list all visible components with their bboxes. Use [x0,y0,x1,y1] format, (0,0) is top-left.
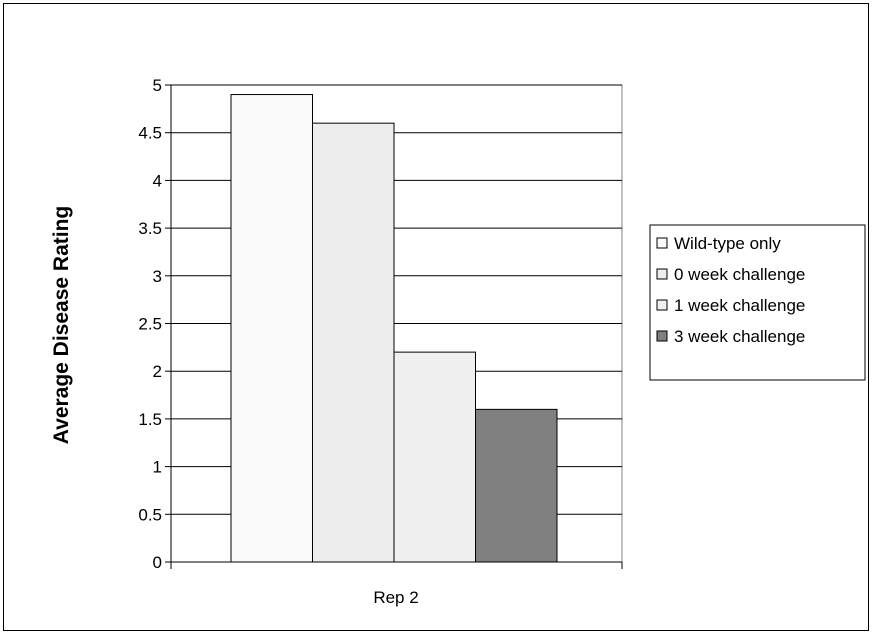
y-tick-label: 1.5 [138,410,162,429]
bar-3 [393,351,476,563]
bar-1 [230,94,313,563]
x-tick-label: Rep 2 [373,588,418,607]
legend-label-4: 3 week challenge [674,327,805,346]
y-tick-label: 4.5 [138,124,162,143]
legend-label-1: Wild-type only [674,234,781,253]
legend-swatch-2 [656,268,668,280]
legend-label-2: 0 week challenge [674,265,805,284]
y-tick-label: 3.5 [138,219,162,238]
legend-label-3: 1 week challenge [674,296,805,315]
y-axis-ticks: 0 0.5 1 1.5 2 2.5 3 3.5 4 4.5 5 [138,76,171,572]
y-tick-label: 0.5 [138,505,162,524]
y-tick-label: 1 [153,458,162,477]
legend-swatch-1 [656,237,668,249]
bar-4 [475,408,558,563]
y-tick-label: 2 [153,362,162,381]
y-axis-label: Average Disease Rating [50,206,73,445]
legend-box [649,224,866,381]
bars [230,94,558,563]
y-tick-label: 0 [153,553,162,572]
y-tick-label: 3 [153,267,162,286]
y-tick-label: 5 [153,76,162,95]
y-tick-label: 4 [153,171,162,190]
legend-swatch-4 [656,330,668,342]
legend: Wild-type only 0 week challenge 1 week cha… [649,224,866,381]
legend-swatch-3 [656,299,668,311]
y-tick-label: 2.5 [138,315,162,334]
bar-2 [312,122,395,563]
